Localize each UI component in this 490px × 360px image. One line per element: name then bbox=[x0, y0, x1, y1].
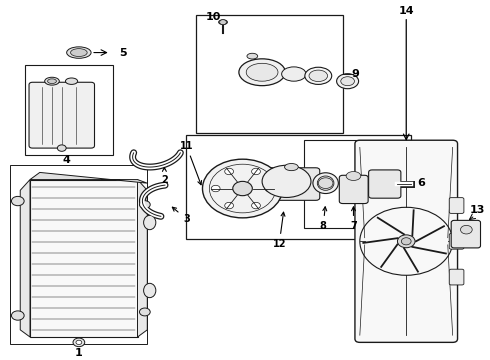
Circle shape bbox=[11, 197, 24, 206]
Circle shape bbox=[202, 159, 283, 218]
Text: 7: 7 bbox=[350, 207, 357, 231]
Polygon shape bbox=[138, 180, 147, 337]
Ellipse shape bbox=[48, 79, 56, 84]
FancyBboxPatch shape bbox=[263, 168, 320, 200]
Text: 1: 1 bbox=[75, 348, 83, 358]
Ellipse shape bbox=[318, 176, 334, 190]
Bar bbox=[10, 165, 147, 344]
Ellipse shape bbox=[341, 77, 354, 86]
Text: 10: 10 bbox=[205, 12, 221, 22]
Ellipse shape bbox=[282, 67, 306, 81]
Text: 9: 9 bbox=[351, 69, 359, 79]
Text: 4: 4 bbox=[63, 155, 71, 165]
Ellipse shape bbox=[309, 70, 328, 82]
Circle shape bbox=[401, 238, 411, 245]
Circle shape bbox=[461, 225, 472, 234]
Circle shape bbox=[211, 185, 220, 192]
Ellipse shape bbox=[71, 49, 87, 57]
Ellipse shape bbox=[285, 163, 298, 171]
Bar bbox=[25, 65, 113, 154]
Ellipse shape bbox=[305, 67, 332, 84]
Bar bbox=[196, 15, 343, 133]
Circle shape bbox=[73, 338, 85, 347]
Ellipse shape bbox=[246, 63, 278, 81]
Text: 3: 3 bbox=[172, 207, 190, 224]
Text: 8: 8 bbox=[320, 207, 327, 231]
Text: 6: 6 bbox=[417, 178, 425, 188]
Ellipse shape bbox=[337, 74, 359, 89]
Ellipse shape bbox=[67, 47, 91, 58]
Circle shape bbox=[140, 201, 150, 208]
Ellipse shape bbox=[262, 165, 311, 198]
Text: 14: 14 bbox=[398, 6, 414, 17]
Polygon shape bbox=[30, 180, 138, 337]
Ellipse shape bbox=[346, 171, 361, 180]
FancyBboxPatch shape bbox=[451, 220, 481, 248]
Circle shape bbox=[251, 202, 260, 209]
Ellipse shape bbox=[144, 215, 156, 230]
FancyBboxPatch shape bbox=[339, 175, 368, 203]
Bar bbox=[304, 140, 411, 228]
FancyBboxPatch shape bbox=[368, 170, 401, 198]
Ellipse shape bbox=[219, 20, 227, 24]
Circle shape bbox=[220, 20, 226, 25]
FancyBboxPatch shape bbox=[29, 82, 95, 148]
Ellipse shape bbox=[144, 283, 156, 298]
Circle shape bbox=[140, 308, 150, 316]
Text: 5: 5 bbox=[119, 48, 126, 58]
Text: 12: 12 bbox=[272, 212, 286, 249]
Ellipse shape bbox=[66, 78, 77, 84]
Circle shape bbox=[318, 178, 333, 189]
Text: 13: 13 bbox=[469, 205, 485, 215]
Circle shape bbox=[225, 202, 234, 209]
Polygon shape bbox=[20, 180, 30, 337]
Polygon shape bbox=[30, 172, 147, 183]
Circle shape bbox=[57, 145, 66, 151]
Circle shape bbox=[397, 235, 415, 248]
Circle shape bbox=[76, 340, 82, 345]
Text: 11: 11 bbox=[180, 141, 201, 185]
FancyBboxPatch shape bbox=[355, 140, 458, 342]
Ellipse shape bbox=[45, 77, 59, 85]
Circle shape bbox=[233, 181, 252, 196]
Circle shape bbox=[265, 185, 274, 192]
Text: 2: 2 bbox=[161, 167, 168, 185]
Circle shape bbox=[225, 168, 234, 175]
Bar bbox=[186, 135, 411, 239]
Ellipse shape bbox=[239, 59, 285, 86]
FancyBboxPatch shape bbox=[449, 269, 464, 285]
FancyBboxPatch shape bbox=[449, 233, 464, 249]
FancyBboxPatch shape bbox=[449, 198, 464, 213]
Circle shape bbox=[251, 168, 260, 175]
Ellipse shape bbox=[313, 173, 338, 194]
Ellipse shape bbox=[247, 53, 258, 59]
Circle shape bbox=[11, 311, 24, 320]
